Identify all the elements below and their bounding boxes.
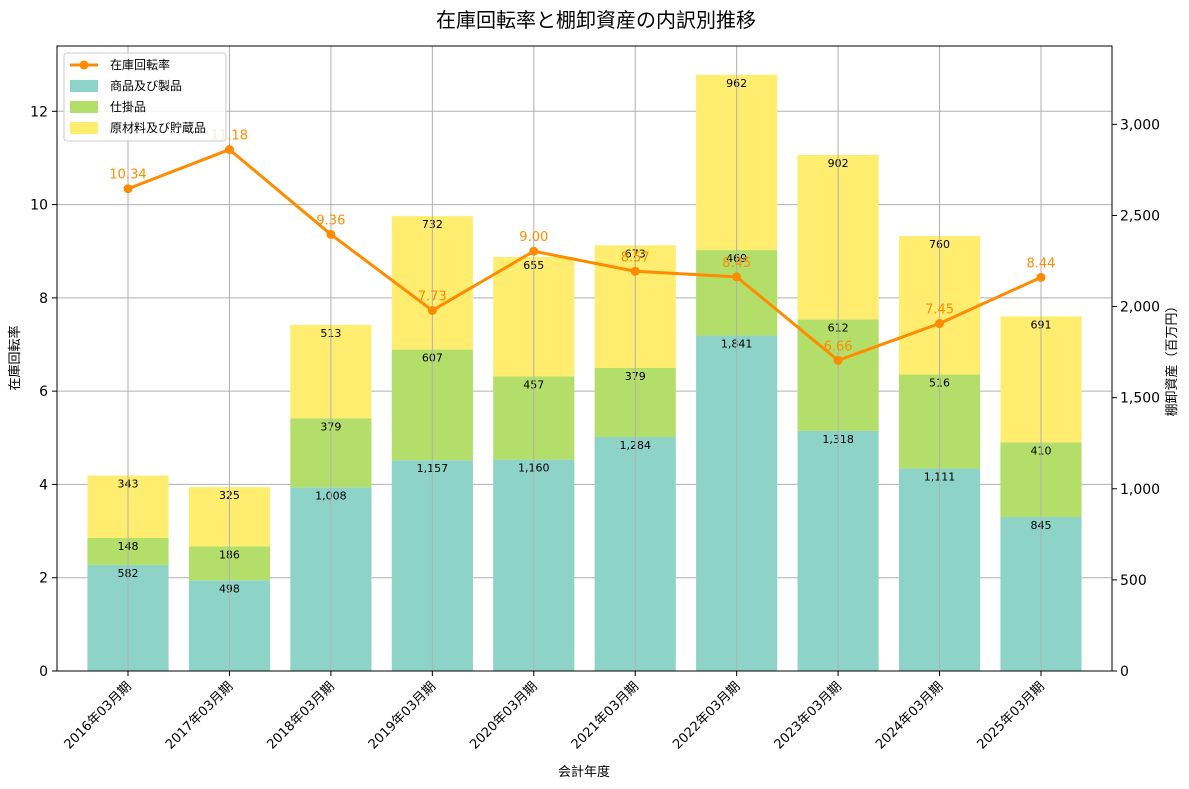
chart-title: 在庫回転率と棚卸資産の内訳別推移 — [436, 8, 756, 32]
y-right-tick-label: 2,000 — [1120, 300, 1160, 316]
y-left-tick-label: 12 — [30, 104, 48, 120]
y-left-tick-label: 4 — [39, 477, 48, 493]
turnover-point — [935, 319, 945, 329]
y-right-tick-label: 3,000 — [1120, 117, 1160, 133]
y-right-tick-label: 0 — [1120, 664, 1129, 680]
turnover-value-label: 9.00 — [519, 230, 548, 245]
turnover-point — [833, 355, 843, 365]
y-axis-right-label: 棚卸資産（百万円） — [1164, 299, 1180, 416]
y-right-tick-label: 500 — [1120, 573, 1147, 589]
x-tick-label: 2024年03月期 — [873, 679, 946, 752]
x-tick-label: 2016年03月期 — [62, 679, 135, 752]
legend-swatch-marker — [79, 60, 89, 70]
legend-entry-label: 商品及び製品 — [110, 78, 182, 93]
turnover-point — [427, 305, 437, 315]
turnover-value-label: 7.73 — [418, 289, 447, 304]
legend-swatch — [70, 80, 98, 92]
turnover-line-path — [127, 148, 1042, 362]
x-tick-label: 2023年03月期 — [772, 679, 845, 752]
x-tick-label: 2019年03月期 — [366, 679, 439, 752]
turnover-value-label: 8.57 — [621, 250, 650, 265]
turnover-value-label: 6.66 — [824, 339, 853, 354]
x-axis-label: 会計年度 — [558, 764, 610, 780]
legend-box — [63, 52, 227, 142]
y-left-tick-label: 8 — [39, 291, 48, 307]
x-tick-label: 2020年03月期 — [467, 679, 540, 752]
y-left-tick-label: 0 — [39, 664, 48, 680]
legend-swatch — [70, 122, 98, 134]
legend-entry-label: 原材料及び貯蔵品 — [110, 121, 206, 135]
y-right-tick-label: 1,000 — [1120, 482, 1160, 498]
x-tick-label: 2021年03月期 — [569, 679, 642, 752]
legend-entry-label: 仕掛品 — [110, 99, 146, 114]
x-tick-label: 2022年03月期 — [670, 679, 743, 752]
turnover-point — [630, 266, 640, 276]
y-axis-left-label: 在庫回転率 — [7, 325, 23, 390]
x-tick-label: 2017年03月期 — [163, 679, 236, 752]
y-left-tick-label: 10 — [30, 198, 48, 214]
turnover-point — [224, 145, 234, 155]
y-left-tick-label: 2 — [39, 571, 48, 587]
turnover-value-label: 10.34 — [109, 168, 146, 183]
turnover-value-label: 8.44 — [1027, 256, 1056, 271]
y-left-tick-label: 6 — [39, 384, 48, 400]
turnover-point — [123, 184, 133, 194]
x-tick-label: 2025年03月期 — [975, 679, 1048, 752]
y-right-tick-label: 1,500 — [1120, 391, 1160, 407]
y-right-tick-label: 2,500 — [1120, 208, 1160, 224]
legend-entry-label: 在庫回転率 — [110, 57, 170, 72]
turnover-point — [732, 272, 742, 282]
turnover-point — [529, 246, 539, 256]
turnover-value-label: 7.45 — [925, 303, 954, 318]
turnover-value-label: 8.45 — [722, 256, 751, 271]
turnover-value-label: 9.36 — [316, 213, 345, 228]
turnover-point — [1036, 272, 1046, 282]
turnover-point — [326, 229, 336, 239]
plot-frame — [56, 45, 1113, 672]
x-tick-label: 2018年03月期 — [264, 679, 337, 752]
legend-swatch — [70, 101, 98, 113]
